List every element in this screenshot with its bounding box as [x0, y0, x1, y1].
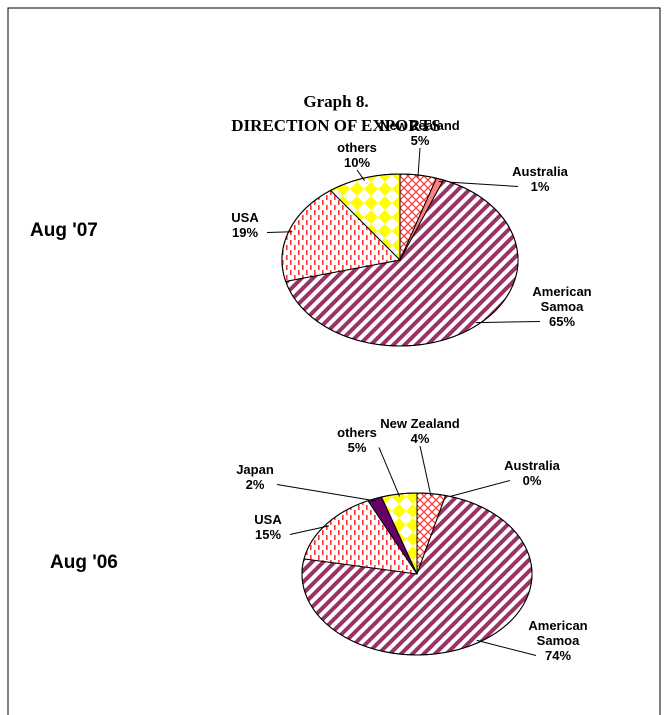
chart-title: Graph 8. [303, 92, 369, 111]
slice-value: 65% [548, 314, 576, 329]
slice-name: USA [231, 210, 259, 225]
leader-line [356, 169, 366, 181]
slice-value: 19% [231, 225, 259, 240]
slice-value: 5% [347, 440, 367, 455]
leader-line [417, 147, 421, 178]
leader-line [419, 445, 432, 497]
pie-label: Aug '06 [50, 552, 118, 573]
leader-line [444, 480, 511, 499]
slice-value: 5% [410, 133, 430, 148]
slice-name: Australia [504, 458, 560, 473]
slice-value: 2% [245, 477, 265, 492]
slice-name: New Zealand [380, 416, 460, 431]
slice-name: Australia [512, 164, 568, 179]
slice-name: American Samoa [528, 618, 588, 648]
frame [7, 7, 661, 715]
slice-name: USA [254, 512, 282, 527]
slice-value: 10% [343, 155, 371, 170]
leader-line [276, 484, 377, 502]
leader-line [378, 447, 401, 497]
slice-value: 15% [254, 527, 282, 542]
slice-value: 74% [544, 648, 572, 663]
pie-label: Aug '07 [30, 220, 98, 241]
pie-outline [281, 173, 519, 347]
slice-value: 4% [410, 431, 430, 446]
chart-subtitle: DIRECTION OF EXPORTS [231, 116, 441, 135]
slice-name: American Samoa [532, 284, 592, 314]
leader-line [475, 321, 541, 324]
slice-value: 1% [530, 179, 550, 194]
slice-name: others [337, 140, 377, 155]
leader-line [476, 639, 537, 656]
slice-value: 0% [522, 473, 542, 488]
slice-name: New Zealand [380, 118, 460, 133]
slice-name: others [337, 425, 377, 440]
slice-name: Japan [236, 462, 274, 477]
pie-outline [301, 492, 533, 656]
